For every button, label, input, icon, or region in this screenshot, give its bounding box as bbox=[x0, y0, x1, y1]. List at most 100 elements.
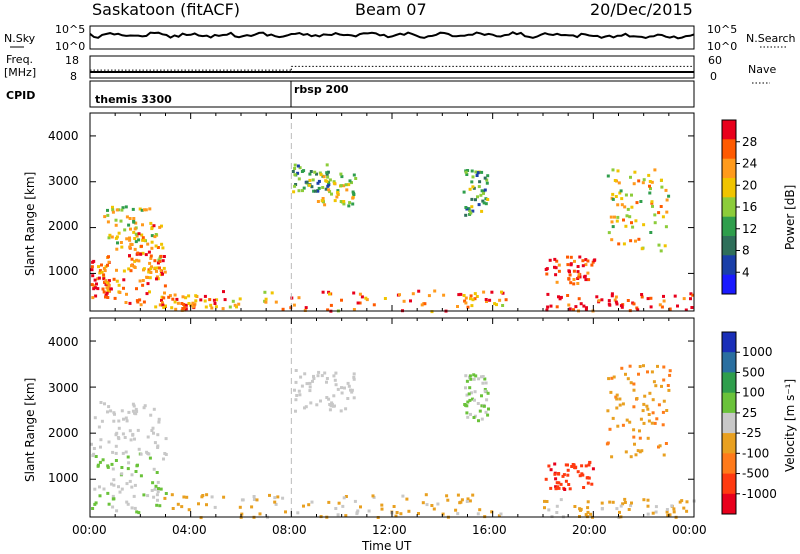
power-cell-7-42 bbox=[336, 190, 340, 194]
power-cell-5-29 bbox=[484, 298, 488, 301]
power-cell-10-58 bbox=[557, 295, 560, 299]
velocity-colorbar-swatch-1 bbox=[722, 352, 736, 373]
power-cell-6-13 bbox=[309, 170, 313, 173]
freq-panel-frame bbox=[89, 55, 695, 79]
velocity-cell-3-37 bbox=[315, 403, 319, 407]
power-cell-5-66 bbox=[427, 294, 431, 298]
power-cell-3-36 bbox=[137, 232, 141, 236]
velocity-cell-4-28 bbox=[481, 381, 485, 385]
power-cell-5-44 bbox=[281, 307, 285, 311]
velocity-cell-1-4 bbox=[150, 429, 154, 432]
power-cell-3-32 bbox=[141, 236, 145, 240]
velocity-cell-7-13 bbox=[653, 421, 657, 425]
velocity-colorbar-ticks: 1000 500 100 25 -25 -100 -500 -1000 bbox=[736, 345, 777, 501]
power-cell-0-20 bbox=[94, 286, 98, 290]
velocity-cell-0-57 bbox=[127, 461, 131, 465]
velocity-cell-1-13 bbox=[111, 450, 115, 454]
velocity-cell-7-36 bbox=[667, 388, 671, 392]
velocity-cell-0-7 bbox=[101, 458, 105, 462]
velocity-cell-2-3 bbox=[252, 498, 256, 501]
power-cell-5-0 bbox=[495, 303, 498, 307]
velocity-cell-1-54 bbox=[139, 452, 143, 456]
velocity-cell-7-22 bbox=[662, 378, 666, 382]
velocity-cell-3-28 bbox=[352, 396, 356, 400]
vel-ytick-1000: 1000 bbox=[48, 471, 79, 485]
power-cell-4-25 bbox=[191, 301, 195, 305]
velocity-cell-7-4 bbox=[632, 405, 636, 409]
velocity-cell-1-44 bbox=[112, 419, 116, 423]
velocity-cell-1-47 bbox=[131, 409, 135, 413]
power-cell-9-15 bbox=[572, 269, 576, 273]
velocity-cell-2-28 bbox=[250, 505, 254, 509]
velocity-cell-0-34 bbox=[146, 494, 150, 498]
power-cell-4-9 bbox=[203, 294, 207, 298]
velocity-cell-3-43 bbox=[308, 381, 312, 385]
velocity-cell-6-1 bbox=[545, 500, 549, 503]
velocity-cell-0-21 bbox=[98, 460, 102, 464]
velocity-cell-0-35 bbox=[151, 481, 155, 485]
power-cell-4-24 bbox=[214, 305, 218, 309]
velocity-cell-3-55 bbox=[334, 371, 338, 375]
velocity-cell-3-24 bbox=[328, 408, 332, 412]
station-title: Saskatoon (fitACF) bbox=[92, 0, 240, 19]
velocity-cell-1-29 bbox=[100, 419, 104, 423]
power-cell-3-14 bbox=[148, 276, 152, 280]
power-cell-9-46 bbox=[578, 255, 582, 259]
velocity-cell-6-55 bbox=[543, 506, 546, 510]
power-cell-9-31 bbox=[586, 259, 590, 263]
power-cell-5-76 bbox=[498, 298, 502, 302]
velocity-cell-0-22 bbox=[157, 487, 160, 491]
velocity-cell-0-10 bbox=[102, 487, 106, 491]
power-cell-11-39 bbox=[631, 225, 635, 229]
power-cell-9-5 bbox=[555, 259, 559, 263]
velocity-cell-4-24 bbox=[478, 409, 482, 413]
power-cell-4-35 bbox=[187, 302, 191, 305]
velocity-cell-6-37 bbox=[578, 508, 582, 512]
power-cell-9-34 bbox=[591, 260, 595, 264]
velocity-cell-0-59 bbox=[142, 493, 146, 497]
velocity-cell-5-16 bbox=[549, 486, 553, 490]
velocity-cell-7-1 bbox=[609, 390, 613, 394]
velocity-cell-2-81 bbox=[213, 505, 217, 509]
power-cell-5-33 bbox=[327, 290, 331, 294]
power-colorbar-ticklabel-4: 12 bbox=[742, 222, 757, 236]
velocity-cell-7-23 bbox=[643, 394, 647, 398]
freq-unit-label: [MHz] bbox=[4, 66, 36, 79]
velocity-cell-0-33 bbox=[156, 480, 160, 484]
velocity-cell-3-35 bbox=[352, 375, 356, 379]
power-cell-1-4 bbox=[115, 279, 119, 283]
power-cell-11-29 bbox=[650, 180, 654, 184]
velocity-cell-2-32 bbox=[380, 507, 384, 511]
power-cell-9-11 bbox=[554, 266, 558, 270]
power-cell-11-41 bbox=[660, 185, 664, 189]
velocity-cell-3-42 bbox=[334, 383, 338, 387]
power-cell-1-52 bbox=[125, 292, 128, 296]
velocity-cell-7-7 bbox=[661, 423, 665, 427]
velocity-cell-2-21 bbox=[296, 511, 300, 515]
power-ytick-4000: 4000 bbox=[48, 129, 79, 143]
velocity-cell-5-37 bbox=[588, 461, 592, 464]
velocity-cell-1-17 bbox=[121, 432, 125, 436]
power-cell-9-21 bbox=[566, 255, 569, 259]
velocity-cell-2-6 bbox=[334, 507, 338, 510]
velocity-axis-ticks bbox=[89, 318, 695, 517]
power-cell-1-65 bbox=[162, 255, 166, 258]
velocity-cell-4-11 bbox=[486, 391, 490, 395]
velocity-cell-3-46 bbox=[312, 374, 315, 378]
velocity-cell-0-15 bbox=[91, 507, 95, 510]
velocity-cell-3-0 bbox=[323, 371, 327, 375]
velocity-cell-7-72 bbox=[611, 416, 615, 420]
velocity-cell-2-44 bbox=[421, 501, 425, 505]
velocity-cell-7-48 bbox=[628, 364, 632, 368]
power-cell-4-8 bbox=[174, 307, 178, 311]
power-cell-10-44 bbox=[658, 303, 662, 307]
velocity-cell-7-8 bbox=[639, 417, 643, 421]
velocity-cell-0-52 bbox=[112, 478, 116, 482]
power-cell-3-24 bbox=[153, 266, 157, 270]
power-colorbar-label: Power [dB] bbox=[783, 185, 797, 250]
power-cell-5-4 bbox=[292, 303, 296, 307]
velocity-cell-6-52 bbox=[646, 512, 650, 516]
velocity-cell-0-66 bbox=[152, 495, 156, 499]
power-cell-10-56 bbox=[582, 304, 586, 308]
power-cell-3-40 bbox=[146, 242, 150, 246]
